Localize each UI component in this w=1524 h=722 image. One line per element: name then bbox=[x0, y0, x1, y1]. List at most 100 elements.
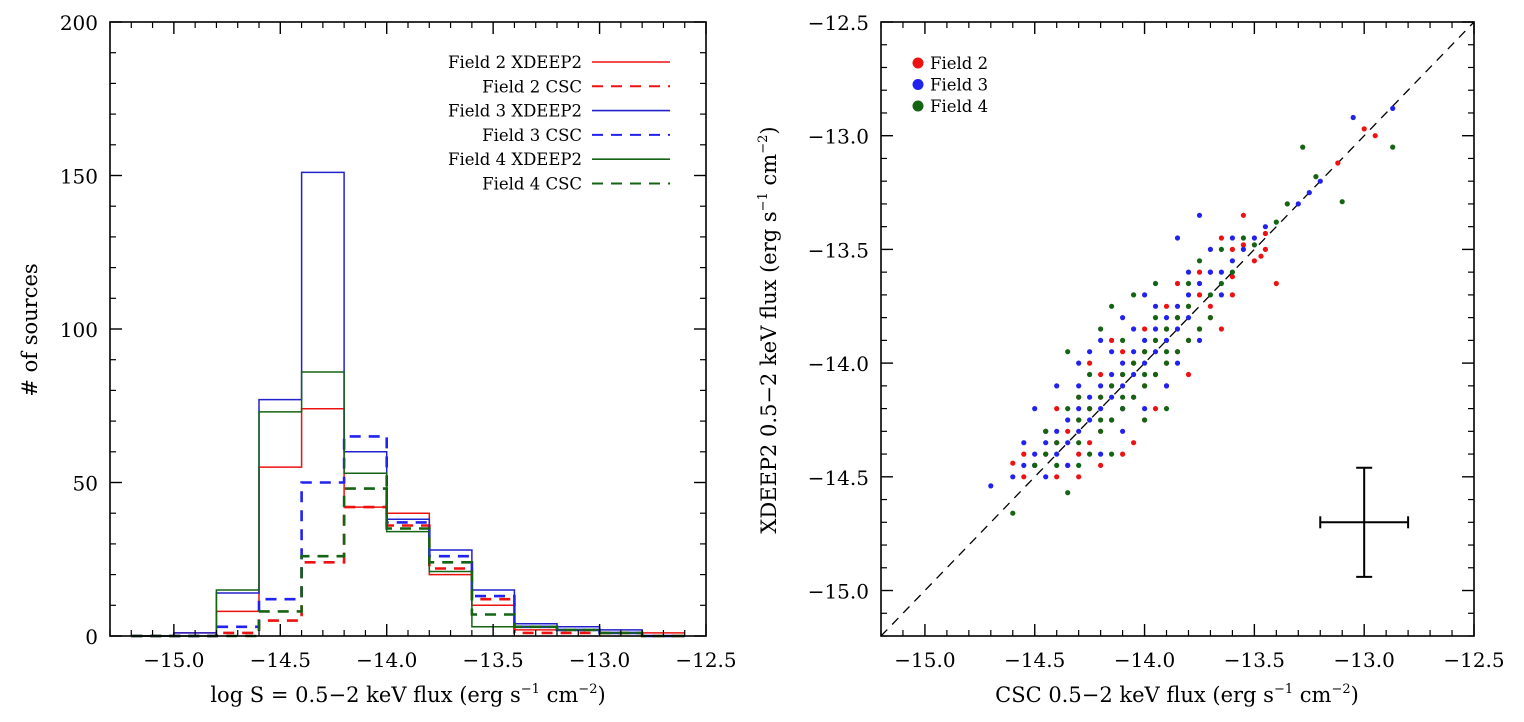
scatter-point bbox=[1251, 235, 1257, 241]
scatter-point bbox=[1163, 326, 1170, 332]
scatter-point bbox=[1131, 360, 1137, 366]
scatter-point bbox=[1109, 349, 1115, 355]
scatter-point bbox=[1065, 417, 1071, 423]
scatter-point bbox=[1054, 474, 1060, 480]
scatter-point bbox=[1229, 292, 1235, 298]
scatter-x-tick-label: −14.5 bbox=[1004, 648, 1065, 672]
histogram-frame bbox=[109, 21, 707, 637]
histogram-x-tick-label: −15.0 bbox=[143, 648, 204, 672]
scatter-y-tick-label: −15.0 bbox=[808, 580, 869, 604]
histogram-legend: Field 2 XDEEP2 Field 2 CSC Field 3 XDEEP2 F… bbox=[448, 53, 670, 194]
scatter-point bbox=[1152, 406, 1159, 412]
scatter-point bbox=[1065, 462, 1071, 468]
scatter-point bbox=[1185, 371, 1192, 378]
scatter-point bbox=[1174, 315, 1181, 321]
scatter-point bbox=[1131, 292, 1137, 298]
scatter-point bbox=[1207, 303, 1213, 309]
scatter-point bbox=[1131, 394, 1137, 400]
histogram-ticks: −15.0 −14.5 −14.0 −13.5 −13.0 −12.5 0 50 100 150 2… bbox=[60, 11, 737, 672]
scatter-point bbox=[1098, 406, 1104, 412]
scatter-point bbox=[1152, 303, 1159, 309]
scatter-point bbox=[1174, 360, 1181, 366]
scatter-point bbox=[1350, 114, 1356, 121]
scatter-point bbox=[1120, 360, 1126, 366]
scatter-point bbox=[1142, 417, 1148, 423]
scatter-point bbox=[1185, 303, 1192, 309]
scatter-point bbox=[1142, 326, 1148, 332]
scatter-point bbox=[1142, 383, 1148, 389]
scatter-point bbox=[1021, 462, 1027, 468]
scatter-point bbox=[1142, 349, 1148, 355]
scatter-point bbox=[1131, 349, 1137, 355]
scatter-point bbox=[1174, 280, 1181, 287]
scatter-x-tick-label: −12.5 bbox=[1443, 648, 1504, 672]
scatter-point bbox=[1339, 199, 1345, 205]
scatter-point bbox=[1163, 337, 1170, 343]
scatter-point bbox=[1174, 349, 1181, 355]
histogram-x-tick-label: −14.5 bbox=[250, 648, 311, 672]
scatter-point bbox=[1021, 474, 1027, 480]
scatter-y-tick-label: −14.5 bbox=[808, 466, 869, 490]
scatter-point bbox=[1142, 292, 1148, 298]
scatter-x-tick-label: −13.0 bbox=[1334, 648, 1395, 672]
histogram-y-axis-title: # of sources bbox=[18, 263, 42, 396]
scatter-point bbox=[1196, 337, 1203, 343]
scatter-point bbox=[1306, 190, 1312, 196]
scatter-point bbox=[1054, 462, 1060, 468]
scatter-point bbox=[1229, 258, 1235, 264]
scatter-point bbox=[1043, 440, 1049, 446]
scatter-point bbox=[1142, 360, 1148, 366]
histogram-x-tick-label: −12.5 bbox=[675, 648, 736, 672]
scatter-point bbox=[1229, 274, 1235, 280]
scatter-point bbox=[1240, 235, 1246, 241]
scatter-point bbox=[1152, 315, 1159, 321]
scatter-point bbox=[1258, 253, 1264, 259]
scatter-point bbox=[1010, 474, 1016, 480]
scatter-legend-label: Field 2 bbox=[930, 54, 988, 73]
scatter-point bbox=[1054, 406, 1060, 412]
scatter-panel: Field 2 Field 3 Field 4 −15.0 −14.5 −14.0 −13… bbox=[756, 11, 1505, 707]
histogram-x-tick-label: −13.0 bbox=[569, 648, 630, 672]
scatter-point bbox=[1163, 349, 1170, 355]
scatter-point bbox=[1131, 440, 1137, 446]
scatter-point bbox=[1076, 406, 1082, 412]
scatter-point bbox=[1174, 235, 1181, 241]
scatter-legend-marker bbox=[912, 57, 924, 69]
histogram-legend-label: Field 2 XDEEP2 bbox=[448, 53, 582, 72]
scatter-point bbox=[1273, 280, 1279, 287]
scatter-point bbox=[1218, 269, 1224, 275]
scatter-points bbox=[988, 105, 1396, 516]
scatter-point bbox=[1098, 451, 1104, 457]
scatter-point bbox=[1109, 394, 1115, 400]
scatter-point bbox=[1218, 246, 1224, 252]
scatter-point bbox=[1065, 349, 1071, 355]
histogram-y-tick-label: 50 bbox=[73, 472, 98, 496]
scatter-point bbox=[1251, 258, 1257, 264]
histogram-legend-label: Field 2 CSC bbox=[482, 77, 582, 96]
scatter-point bbox=[1109, 417, 1115, 423]
scatter-point bbox=[988, 483, 994, 489]
scatter-point bbox=[1098, 371, 1104, 378]
scatter-y-tick-label: −12.5 bbox=[808, 11, 869, 35]
scatter-point bbox=[1335, 160, 1341, 166]
scatter-point bbox=[1120, 406, 1126, 412]
scatter-point bbox=[1361, 126, 1367, 132]
scatter-point bbox=[1065, 440, 1071, 446]
scatter-point bbox=[1032, 451, 1038, 457]
scatter-point bbox=[1207, 315, 1213, 321]
scatter-point bbox=[1372, 133, 1378, 139]
scatter-y-axis-title: XDEEP2 0.5−2 keV flux (erg s−1 cm−2) bbox=[756, 126, 781, 533]
histogram-y-tick-label: 200 bbox=[60, 11, 98, 35]
scatter-point bbox=[1087, 440, 1093, 446]
scatter-point bbox=[1131, 371, 1137, 378]
scatter-point bbox=[1300, 144, 1306, 150]
scatter-point bbox=[1076, 383, 1082, 389]
scatter-legend: Field 2 Field 3 Field 4 bbox=[912, 54, 988, 116]
histogram-series-4 bbox=[131, 435, 685, 638]
histogram-legend-label: Field 3 XDEEP2 bbox=[448, 102, 582, 121]
scatter-point bbox=[1098, 337, 1104, 343]
histogram-y-tick-label: 100 bbox=[60, 318, 98, 342]
scatter-point bbox=[1032, 406, 1038, 412]
scatter-point bbox=[1098, 417, 1104, 423]
scatter-y-tick-label: −13.5 bbox=[808, 238, 869, 262]
